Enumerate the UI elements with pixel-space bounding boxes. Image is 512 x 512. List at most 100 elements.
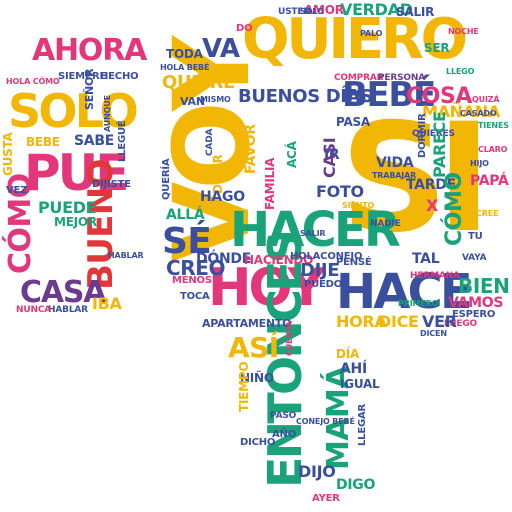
word-hace: HACE	[336, 264, 473, 320]
word-hablar: HABLAR	[48, 305, 88, 315]
word-bebe: BEBÉ	[342, 75, 436, 115]
word-amor: AMOR	[304, 3, 344, 17]
word-buenos-dias: BUENOS DÍAS	[238, 86, 373, 107]
word-gusta: GUSTA	[1, 132, 15, 176]
word-donde: DÓNDE	[196, 251, 252, 267]
word-puede: PUEDE	[38, 198, 97, 217]
word-pense: PENSÉ	[336, 257, 372, 268]
word-persona: PERSONA	[378, 73, 426, 83]
word-nunca: NUNCA	[16, 305, 52, 315]
word-se: SÉ	[162, 221, 212, 262]
word-ir: IR	[324, 147, 340, 163]
word-aunque: AUNQUE	[103, 95, 112, 132]
word-vida: VIDA	[376, 155, 414, 171]
word-tarde: TARDE	[406, 177, 456, 193]
word-nadie: NADIE	[370, 219, 401, 229]
word-dijiste: DIJISTE	[92, 179, 131, 190]
word-ver: VER	[422, 312, 457, 331]
word-do: DO	[236, 23, 253, 34]
word-bien: BIEN	[458, 274, 510, 298]
word-casado: CASADO	[460, 109, 497, 118]
word-conejo-bebe: CONEJO BEBÉ	[296, 417, 355, 426]
word-menos: MENOS	[172, 275, 212, 286]
word-quieres: QUIERES	[412, 129, 455, 139]
word-llego: LLEGO	[446, 67, 475, 76]
word-hago: HAGO	[200, 189, 245, 205]
word-dijo: DIJO	[298, 462, 336, 481]
word-llegar: LLEGAR	[357, 403, 368, 446]
word-hola-bebe: HOLA BEBÉ	[160, 63, 210, 72]
word-cada: CADA	[205, 128, 215, 156]
word-dice: DICE	[378, 312, 419, 331]
word-foto: FOTO	[316, 182, 364, 201]
word-trabajar: TRABAJAR	[372, 171, 417, 180]
word-hablar-small: HABLAR	[108, 251, 144, 260]
word-hacer: HACER	[230, 202, 401, 258]
word-noche: NOCHE	[448, 27, 479, 36]
word-siempre: SIEMPRE	[58, 71, 107, 82]
word-quiere: QUIERE	[162, 72, 235, 93]
word-queria: QUERÍA	[161, 158, 172, 200]
word-senor: SEÑOR	[83, 68, 96, 110]
word-hola-cone: HOLACONEJO	[290, 251, 363, 262]
word-haciendo: HACIENDO	[244, 253, 314, 267]
word-tienes: TIENES	[478, 121, 509, 130]
word-tiempo: TIEMPO	[237, 361, 251, 412]
word-cosa: COSA	[406, 84, 472, 109]
word-pue: PUE	[24, 144, 129, 202]
word-igual: IGUAL	[340, 377, 380, 391]
word-iba: IBA	[92, 294, 122, 313]
word-x: X	[426, 196, 439, 215]
word-sabe: SABE	[74, 133, 115, 149]
word-usted: USTED	[278, 7, 311, 17]
word-verdad: VERDAD	[340, 0, 413, 19]
word-favor: FAVOR	[243, 124, 259, 174]
word-vez: VEZ	[6, 185, 28, 196]
word-salir: SALIR	[396, 5, 435, 19]
word-apartamento: APARTAMENTO	[202, 317, 292, 330]
word-llegue: LLEGUÉ	[117, 120, 128, 162]
word-siento: SIENTO	[342, 201, 375, 210]
word-paso: PASO	[270, 411, 297, 421]
word-como-right: CÓMO	[442, 172, 467, 246]
word-ser: SER	[424, 41, 450, 55]
word-hermana: HERMANA	[410, 271, 460, 281]
word-digo: DIGO	[336, 477, 376, 493]
word-palo: PALO	[360, 29, 383, 38]
word-vaya: VAYA	[462, 253, 487, 263]
word-dije: DIJE	[300, 260, 340, 281]
word-espero: ESPERO	[452, 309, 496, 320]
word-casi: CASI	[320, 137, 339, 178]
word-comprar: COMPRAR	[334, 73, 384, 83]
word-alla: ALLÁ	[166, 207, 205, 223]
word-ano: AÑO	[272, 429, 297, 440]
word-primero: PRIMERO	[398, 299, 439, 308]
word-horadice: HORA	[336, 312, 387, 331]
word-pasa: PASA	[336, 115, 370, 129]
word-claro: CLARO	[478, 145, 508, 154]
word-ahi: AHÍ	[340, 361, 367, 377]
word-mismo: MISMO	[200, 95, 231, 104]
word-hoy: HOY	[208, 258, 325, 318]
word-salir-small: SALIR	[300, 229, 326, 238]
word-aca: ACÁ	[285, 141, 299, 168]
word-todo: TODA	[166, 47, 203, 61]
word-hecho: HECHO	[100, 71, 139, 82]
word-van: VAN	[180, 95, 205, 108]
word-ahora: AHORA	[32, 33, 147, 68]
word-papa: PAPÁ	[470, 173, 509, 189]
word-mejor: MEJOR	[54, 215, 97, 229]
word-vamos: VAMOS	[448, 295, 504, 311]
word-asi: ASÍ	[228, 331, 279, 364]
word-puedo: PUEDO	[304, 279, 343, 290]
word-hijo: HIJO	[470, 159, 489, 168]
word-quiero: QUIERO	[242, 7, 468, 72]
word-quiza: QUIZÁ	[472, 95, 500, 104]
word-hola-como: HOLA CÓMO	[6, 77, 60, 86]
word-parece: PARECE	[430, 111, 449, 178]
word-manana: MAÑANA	[422, 102, 500, 121]
word-bebe-small: BEBE	[26, 135, 60, 149]
word-tu: TU	[468, 231, 483, 242]
word-cuenta: CUENTA	[285, 321, 294, 356]
